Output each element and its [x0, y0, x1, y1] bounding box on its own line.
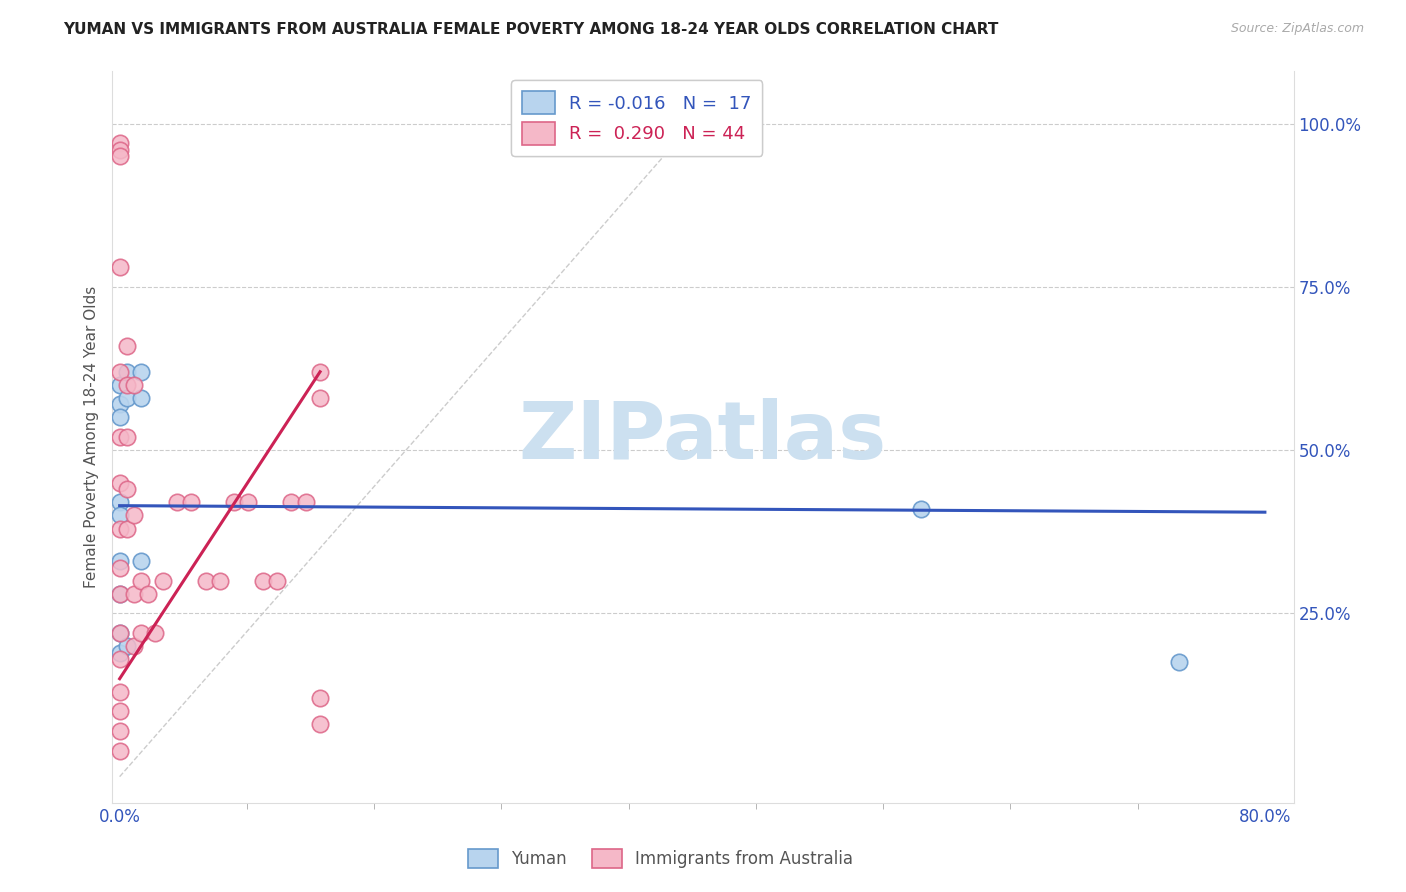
Point — [108, 136, 131, 151]
Point — [266, 574, 288, 588]
Point — [129, 574, 152, 588]
Point — [115, 483, 138, 497]
Point — [129, 626, 152, 640]
Point — [166, 495, 188, 509]
Point — [115, 377, 138, 392]
Point — [152, 574, 174, 588]
Point — [108, 587, 131, 601]
Point — [108, 149, 131, 163]
Point — [129, 365, 152, 379]
Point — [129, 391, 152, 405]
Point — [108, 587, 131, 601]
Legend: Yuman, Immigrants from Australia: Yuman, Immigrants from Australia — [461, 842, 860, 875]
Point — [108, 365, 131, 379]
Point — [309, 717, 332, 731]
Text: ZIPatlas: ZIPatlas — [519, 398, 887, 476]
Point — [122, 377, 145, 392]
Point — [108, 626, 131, 640]
Point — [294, 495, 316, 509]
Point — [309, 691, 332, 706]
Point — [115, 521, 138, 535]
Point — [1168, 656, 1191, 670]
Point — [122, 587, 145, 601]
Point — [108, 397, 131, 411]
Point — [224, 495, 246, 509]
Point — [108, 377, 131, 392]
Point — [108, 685, 131, 699]
Point — [108, 626, 131, 640]
Text: YUMAN VS IMMIGRANTS FROM AUSTRALIA FEMALE POVERTY AMONG 18-24 YEAR OLDS CORRELAT: YUMAN VS IMMIGRANTS FROM AUSTRALIA FEMAL… — [63, 22, 998, 37]
Point — [309, 391, 332, 405]
Point — [108, 508, 131, 523]
Point — [115, 365, 138, 379]
Point — [115, 430, 138, 444]
Point — [108, 475, 131, 490]
Point — [108, 646, 131, 660]
Point — [180, 495, 202, 509]
Point — [108, 554, 131, 568]
Point — [108, 410, 131, 425]
Point — [129, 554, 152, 568]
Point — [115, 339, 138, 353]
Point — [115, 639, 138, 653]
Point — [108, 560, 131, 574]
Y-axis label: Female Poverty Among 18-24 Year Olds: Female Poverty Among 18-24 Year Olds — [83, 286, 98, 588]
Point — [910, 502, 932, 516]
Point — [108, 260, 131, 275]
Point — [208, 574, 231, 588]
Point — [122, 508, 145, 523]
Point — [108, 143, 131, 157]
Legend: R = -0.016   N =  17, R =  0.290   N = 44: R = -0.016 N = 17, R = 0.290 N = 44 — [512, 80, 762, 156]
Point — [108, 743, 131, 757]
Point — [115, 391, 138, 405]
Point — [309, 365, 332, 379]
Point — [108, 521, 131, 535]
Point — [238, 495, 260, 509]
Point — [122, 639, 145, 653]
Point — [252, 574, 274, 588]
Text: Source: ZipAtlas.com: Source: ZipAtlas.com — [1230, 22, 1364, 36]
Point — [108, 495, 131, 509]
Point — [108, 723, 131, 738]
Point — [108, 430, 131, 444]
Point — [108, 652, 131, 666]
Point — [280, 495, 302, 509]
Point — [194, 574, 217, 588]
Point — [108, 705, 131, 719]
Point — [136, 587, 159, 601]
Point — [145, 626, 167, 640]
